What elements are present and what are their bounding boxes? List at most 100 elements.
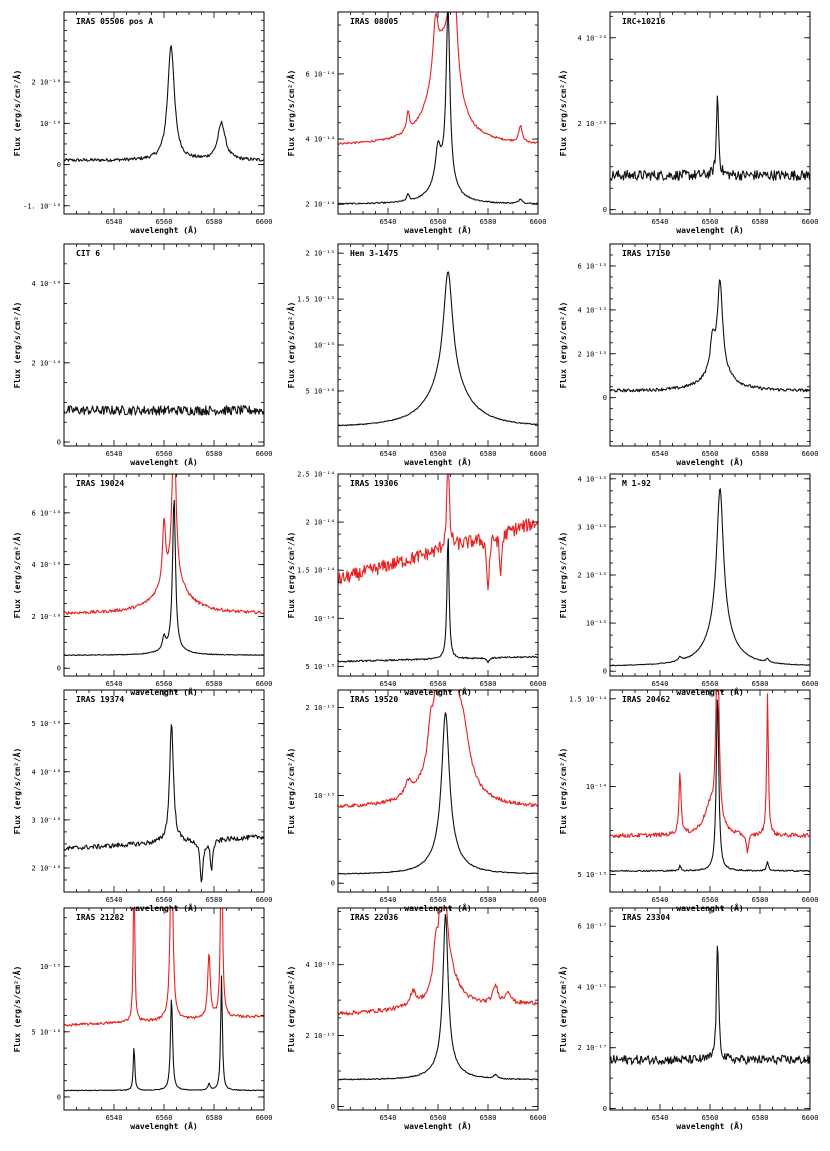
panel-title: IRAS 08005: [350, 17, 398, 26]
x-tick-label: 6540: [106, 1114, 123, 1122]
y-tick-label: 10⁻¹⁵: [314, 342, 335, 350]
x-tick-label: 6600: [256, 450, 273, 458]
x-tick-label: 6560: [702, 450, 719, 458]
y-tick-label: 6 10⁻¹⁵: [577, 262, 607, 270]
plot-frame: [63, 473, 265, 677]
spectrum-panel: 6540 6560 6580 6600 0 2 10⁻²⁰ 4 10⁻²⁰ IRC+10216…: [558, 11, 818, 235]
x-tick-label: 6580: [752, 450, 769, 458]
black-spectrum-line: [610, 699, 810, 873]
y-tick-label: 0: [57, 665, 61, 673]
y-tick-label: 2 10⁻¹⁶: [31, 613, 61, 621]
x-tick-label: 6580: [206, 1114, 223, 1122]
spectrum-panel: 6540 6560 6580 6600 5 10⁻¹⁵ 10⁻¹⁴ 1.5 10⁻¹⁴ 2 1…: [286, 471, 546, 698]
plot-frame: [337, 243, 539, 447]
y-tick-label: 2 10⁻¹⁵: [305, 704, 335, 712]
panel-title: IRAS 21282: [76, 913, 124, 922]
x-tick-label: 6600: [256, 896, 273, 904]
y-tick-label: 2 10⁻¹⁴: [305, 519, 335, 527]
spectrum-panel: 6540 6560 6580 6600 0 2 10⁻¹⁷ 4 10⁻¹⁷ 6 10⁻¹⁷ IR…: [558, 907, 819, 1131]
panel-title: IRAS 23304: [622, 913, 670, 922]
black-spectrum-line: [338, 538, 538, 664]
spectrum-panel: 6540 6560 6580 6600 2 10⁻¹⁶ 3 10⁻¹⁶ 4 10⁻¹⁶ 5 1…: [12, 689, 273, 913]
x-tick-label: 6580: [206, 450, 223, 458]
black-spectrum-line: [338, 712, 538, 875]
y-tick-label: 4 10⁻¹⁵: [577, 475, 607, 483]
x-axis-label: wavelenght (Å): [130, 457, 197, 467]
x-tick-label: 6540: [652, 450, 669, 458]
x-tick-label: 6600: [802, 896, 819, 904]
y-tick-label: 0: [603, 206, 607, 214]
x-tick-label: 6540: [106, 680, 123, 688]
y-tick-label: 4 10⁻²⁰: [577, 34, 607, 42]
spectrum-panel: 6540 6560 6580 6600 -1. 10⁻¹⁶ 0 10⁻¹⁶ 2 10⁻¹⁶ IR…: [12, 11, 272, 235]
x-tick-label: 6580: [480, 450, 497, 458]
y-axis-label: Flux (erg/s/cm²/Å): [558, 70, 568, 157]
spectrum-panel: 6540 6560 6580 6600 5 10⁻¹⁵ 10⁻¹⁴ 1.5 10⁻¹⁴ IRA…: [558, 689, 819, 913]
y-tick-label: 5 10⁻¹⁶: [31, 1028, 61, 1036]
spectrum-panel: 6540 6560 6580 6600 5 10⁻¹⁶ 10⁻¹⁵ 1.5 10⁻¹⁵ 2 1…: [286, 243, 546, 467]
red-spectrum-line: [64, 908, 264, 1027]
plot-frame: [63, 11, 265, 215]
x-tick-label: 6600: [802, 1114, 819, 1122]
x-tick-label: 6540: [106, 896, 123, 904]
x-tick-label: 6540: [106, 450, 123, 458]
y-tick-label: 4 10⁻¹⁶: [31, 561, 61, 569]
y-axis-label: Flux (erg/s/cm²/Å): [286, 70, 296, 157]
spectrum-panel: 6540 6560 6580 6600 0 2 10⁻¹⁴ 4 10⁻¹⁴ CIT 6 wave…: [12, 243, 273, 467]
x-tick-label: 6600: [256, 1114, 273, 1122]
x-tick-label: 6560: [156, 450, 173, 458]
x-tick-label: 6560: [156, 896, 173, 904]
panel-title: IRAS 19374: [76, 695, 124, 704]
panel-title: CIT 6: [76, 249, 100, 258]
x-tick-label: 6600: [256, 680, 273, 688]
y-tick-label: 5 10⁻¹⁵: [577, 871, 607, 879]
panel-title: IRAS 22036: [350, 913, 398, 922]
y-tick-label: 0: [331, 880, 335, 888]
y-tick-label: 4 10⁻¹⁵: [305, 961, 335, 969]
y-tick-label: 2 10⁻¹⁶: [31, 79, 61, 87]
spectrum-panel: 6540 6560 6580 6600 0 2 10⁻¹⁶ 4 10⁻¹⁶ 6 10⁻¹⁶ IR…: [12, 473, 273, 697]
y-axis-label: Flux (erg/s/cm²/Å): [12, 748, 22, 835]
y-tick-label: 10⁻¹⁵: [40, 963, 61, 971]
y-tick-label: 5 10⁻¹⁵: [305, 663, 335, 671]
black-spectrum-line: [64, 499, 264, 657]
x-tick-label: 6580: [480, 1114, 497, 1122]
black-spectrum-line: [610, 945, 810, 1065]
x-tick-label: 6580: [752, 1114, 769, 1122]
x-tick-label: 6560: [430, 680, 447, 688]
x-tick-label: 6580: [752, 896, 769, 904]
x-tick-label: 6560: [702, 218, 719, 226]
y-axis-label: Flux (erg/s/cm²/Å): [558, 966, 568, 1053]
panel-title: IRC+10216: [622, 17, 666, 26]
x-tick-label: 6580: [480, 896, 497, 904]
spectrum-panel: 6540 6560 6580 6600 2 10⁻¹⁴ 4 10⁻¹⁴ 6 10⁻¹⁴ IRA…: [286, 11, 546, 235]
y-tick-label: 3 10⁻¹⁵: [577, 523, 607, 531]
black-spectrum-line: [338, 12, 538, 205]
y-tick-label: 2 10⁻²⁰: [577, 120, 607, 128]
y-axis-label: Flux (erg/s/cm²/Å): [286, 532, 296, 619]
y-axis-label: Flux (erg/s/cm²/Å): [12, 532, 22, 619]
black-spectrum-line: [64, 405, 264, 416]
x-tick-label: 6540: [652, 896, 669, 904]
black-spectrum-line: [64, 45, 264, 163]
x-tick-label: 6560: [430, 218, 447, 226]
y-axis-label: Flux (erg/s/cm²/Å): [286, 966, 296, 1053]
y-axis-label: Flux (erg/s/cm²/Å): [12, 302, 22, 389]
y-tick-label: 3 10⁻¹⁶: [31, 816, 61, 824]
x-tick-label: 6600: [530, 896, 547, 904]
x-tick-label: 6580: [480, 218, 497, 226]
plot-frame: [609, 473, 811, 677]
y-axis-label: Flux (erg/s/cm²/Å): [558, 302, 568, 389]
y-tick-label: 0: [57, 1093, 61, 1101]
x-tick-label: 6540: [380, 896, 397, 904]
plot-frame: [63, 243, 265, 447]
plot-frame: [337, 473, 539, 677]
x-tick-label: 6560: [430, 450, 447, 458]
y-tick-label: 4 10⁻¹⁴: [305, 136, 335, 144]
x-tick-label: 6540: [380, 450, 397, 458]
y-tick-label: 10⁻¹⁶: [40, 120, 61, 128]
x-tick-label: 6540: [652, 218, 669, 226]
y-axis-label: Flux (erg/s/cm²/Å): [558, 748, 568, 835]
x-tick-label: 6560: [156, 680, 173, 688]
